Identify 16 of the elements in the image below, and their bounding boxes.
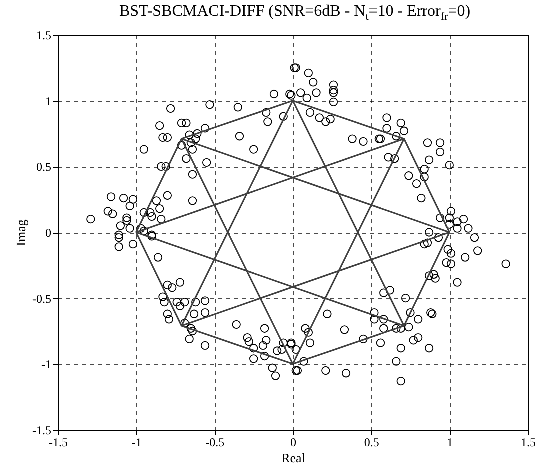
x-tick-label: -0.5 [206,436,225,450]
y-tick-label: 0 [46,226,52,240]
y-tick-label: 1 [46,94,52,108]
x-tick-label: 0 [290,436,296,450]
y-tick-label: -1 [42,358,52,372]
y-axis-title: Imag [14,219,29,246]
x-tick-label: 1 [447,436,454,450]
y-tick-label: 0.5 [36,160,52,174]
y-tick-label: 1.5 [36,28,52,42]
x-axis-title: Real [282,450,306,466]
chart-title: BST-SBCMACI-DIFF (SNR=6dB - N$_{t}$=10 - Error$_{fr}$=0) [118,3,472,26]
y-tick-label: -0.5 [32,292,52,306]
x-tick-label: 1.5 [521,436,536,450]
x-tick-label: 0.5 [364,436,380,450]
y-tick-label: -1.5 [32,424,52,438]
x-tick-label: -1 [132,436,142,450]
